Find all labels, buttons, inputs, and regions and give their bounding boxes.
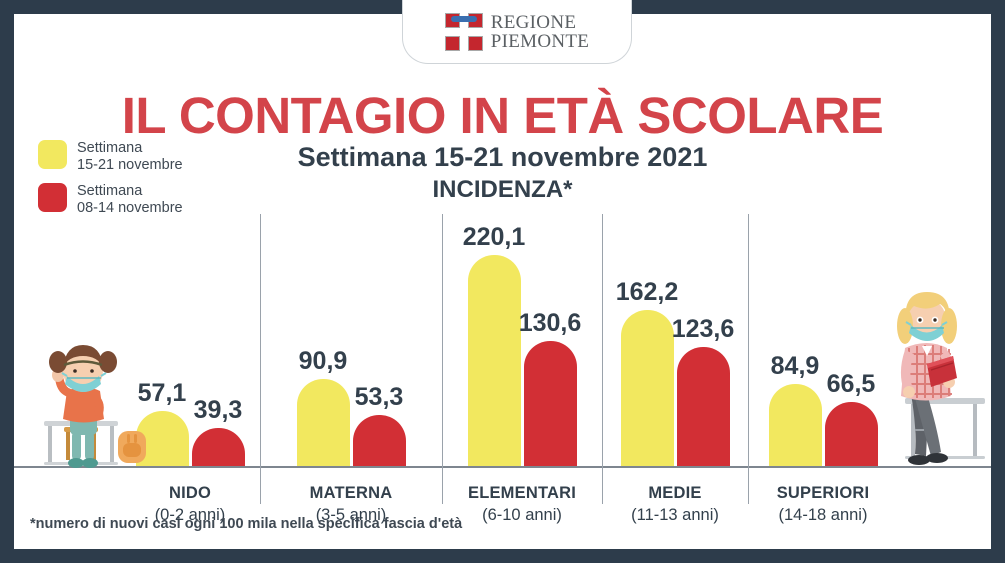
logo-line-2: PIEMONTE [490, 30, 590, 52]
legend-label: Settimana 08-14 novembre [77, 183, 183, 217]
teen-girl-with-book-icon [897, 292, 985, 465]
category-name: SUPERIORI [776, 484, 870, 502]
chart-legend: Settimana 15-21 novembre Settimana 08-14… [38, 140, 253, 226]
legend-label-line-1: Settimana [77, 183, 143, 199]
bar-value: 130,6 [518, 309, 582, 337]
bar-group-elementari: 220,1 130,6 ELEMENTARI (6-10 anni) [442, 14, 602, 549]
bar-red: 66,5 [824, 370, 878, 466]
category-label: MEDIE (11-13 anni) [602, 484, 748, 525]
legend-label-line-2: 15-21 novembre [77, 157, 183, 173]
bar-group-materna: 90,9 53,3 MATERNA (3-5 anni) [260, 14, 442, 549]
bar-value: 84,9 [770, 352, 820, 380]
category-age: (11-13 anni) [631, 506, 719, 524]
bar-value: 57,1 [137, 379, 187, 407]
category-name: ELEMENTARI [467, 484, 577, 502]
legend-item: Settimana 15-21 novembre [38, 140, 253, 174]
bar-yellow: 162,2 [616, 278, 678, 466]
chart-divider [602, 214, 603, 504]
legend-label-line-2: 08-14 novembre [77, 200, 183, 216]
category-age: (6-10 anni) [482, 506, 562, 524]
regione-piemonte-cross-icon [444, 12, 483, 51]
logo-line-1: REGIONE [490, 11, 577, 33]
bar-yellow: 220,1 [463, 223, 525, 466]
bar-value: 66,5 [826, 370, 876, 398]
category-label: ELEMENTARI (6-10 anni) [442, 484, 602, 525]
metric-label: INCIDENZA* [432, 176, 573, 203]
bar-red: 39,3 [191, 396, 245, 466]
bar-yellow: 90,9 [296, 347, 350, 466]
legend-label-line-1: Settimana [77, 140, 143, 156]
footnote: *numero di nuovi casi ogni 100 mila nell… [30, 516, 463, 532]
category-label: SUPERIORI (14-18 anni) [748, 484, 898, 525]
page-subtitle: Settimana 15-21 novembre 2021 [297, 142, 708, 172]
bar-value: 220,1 [462, 223, 526, 251]
bar-value: 53,3 [354, 383, 404, 411]
category-age: (0-2 anni) [154, 506, 226, 524]
bar-value: 123,6 [671, 315, 735, 343]
category-age: (3-5 anni) [315, 506, 387, 524]
category-label: MATERNA (3-5 anni) [260, 484, 442, 525]
page-title: IL CONTAGIO IN ETÀ SCOLARE [121, 87, 884, 144]
category-name: MEDIE [648, 484, 702, 502]
bar-group-medie: 162,2 123,6 MEDIE (11-13 anni) [602, 14, 748, 549]
girl-raising-hand-at-desk-icon [44, 345, 146, 468]
legend-label: Settimana 15-21 novembre [77, 140, 183, 174]
bar-group-nido: 57,1 39,3 NIDO (0-2 anni) [120, 14, 260, 549]
bar-value: 39,3 [193, 396, 243, 424]
category-name: MATERNA [309, 484, 393, 502]
infographic-card: REGIONE PIEMONTE IL CONTAGIO IN ETÀ SCOL… [14, 0, 991, 549]
bar-red: 123,6 [672, 315, 734, 466]
chart-divider [748, 214, 749, 504]
category-label: NIDO (0-2 anni) [120, 484, 260, 525]
legend-swatch-yellow [38, 140, 67, 169]
bar-red: 53,3 [352, 383, 406, 466]
chart-divider [260, 214, 261, 504]
legend-item: Settimana 08-14 novembre [38, 183, 253, 217]
category-age: (14-18 anni) [778, 506, 868, 524]
category-name: NIDO [168, 484, 212, 502]
legend-swatch-red [38, 183, 67, 212]
chart-baseline [14, 466, 991, 468]
chart-divider [442, 214, 443, 504]
bar-yellow: 84,9 [768, 352, 822, 466]
regione-piemonte-logo: REGIONE PIEMONTE [402, 0, 632, 64]
bar-value: 162,2 [615, 278, 679, 306]
bar-red: 130,6 [519, 309, 581, 466]
logo-text: REGIONE PIEMONTE [491, 13, 589, 51]
bar-group-superiori: 84,9 66,5 SUPERIORI (14-18 anni) [748, 14, 898, 549]
bar-chart: 57,1 39,3 NIDO (0-2 anni) 90 [14, 14, 991, 549]
bar-value: 90,9 [298, 347, 348, 375]
